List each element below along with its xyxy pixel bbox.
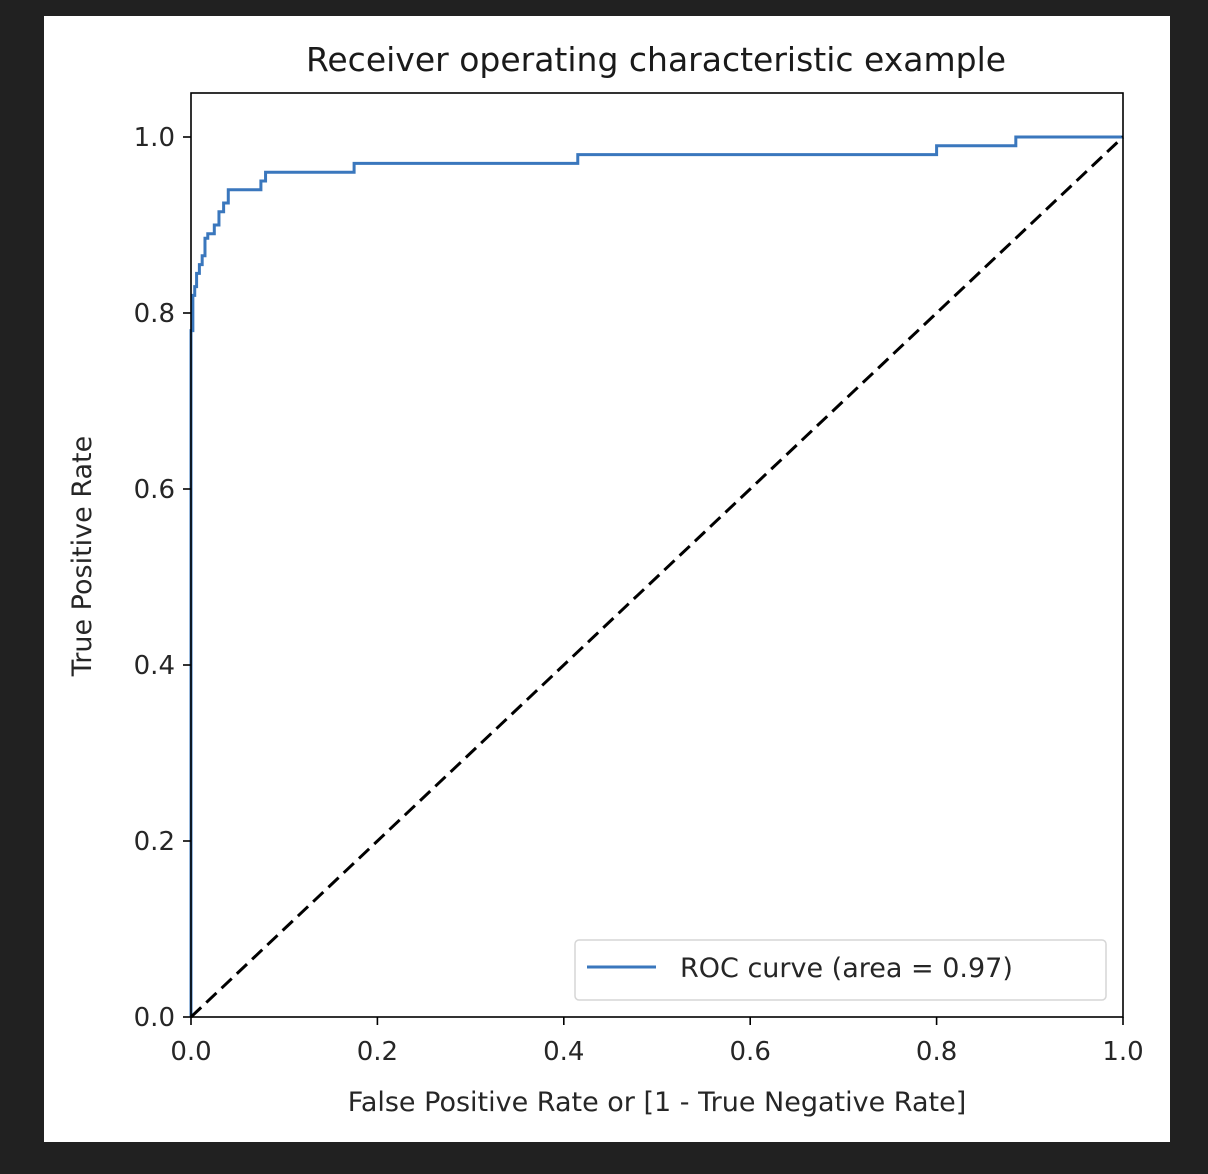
y-tick-label: 0.4 — [134, 651, 175, 681]
legend-box — [574, 939, 1107, 1001]
y-tick-label: 1.0 — [134, 123, 175, 153]
x-tick-label: 1.0 — [1102, 1037, 1143, 1067]
y-tick-label: 0.2 — [134, 827, 175, 857]
roc-curve-line — [189, 135, 1123, 1017]
x-tick-label: 0.8 — [916, 1037, 957, 1067]
roc-chart: Receiver operating characteristic exampl… — [67, 40, 1144, 1118]
y-tick-label: 0.8 — [134, 299, 175, 329]
y-axis-label: True Positive Rate — [67, 436, 98, 678]
x-tick-label: 0.6 — [730, 1037, 771, 1067]
y-tick-label: 0.0 — [134, 1003, 175, 1033]
x-tick-label: 0.2 — [357, 1037, 398, 1067]
plot-frame — [190, 92, 1124, 1018]
chart-title: Receiver operating characteristic exampl… — [306, 40, 1006, 79]
legend-label: ROC curve (area = 0.97) — [680, 953, 1013, 984]
x-tick-label: 0.0 — [170, 1037, 211, 1067]
legend: ROC curve (area = 0.97) — [574, 939, 1107, 1001]
x-tick-label: 0.4 — [543, 1037, 584, 1067]
chart-figure: Receiver operating characteristic exampl… — [44, 16, 1170, 1142]
x-axis-label: False Positive Rate or [1 - True Negativ… — [348, 1087, 966, 1118]
y-tick-label: 0.6 — [134, 475, 175, 505]
chance-diagonal-line — [189, 135, 1125, 1019]
